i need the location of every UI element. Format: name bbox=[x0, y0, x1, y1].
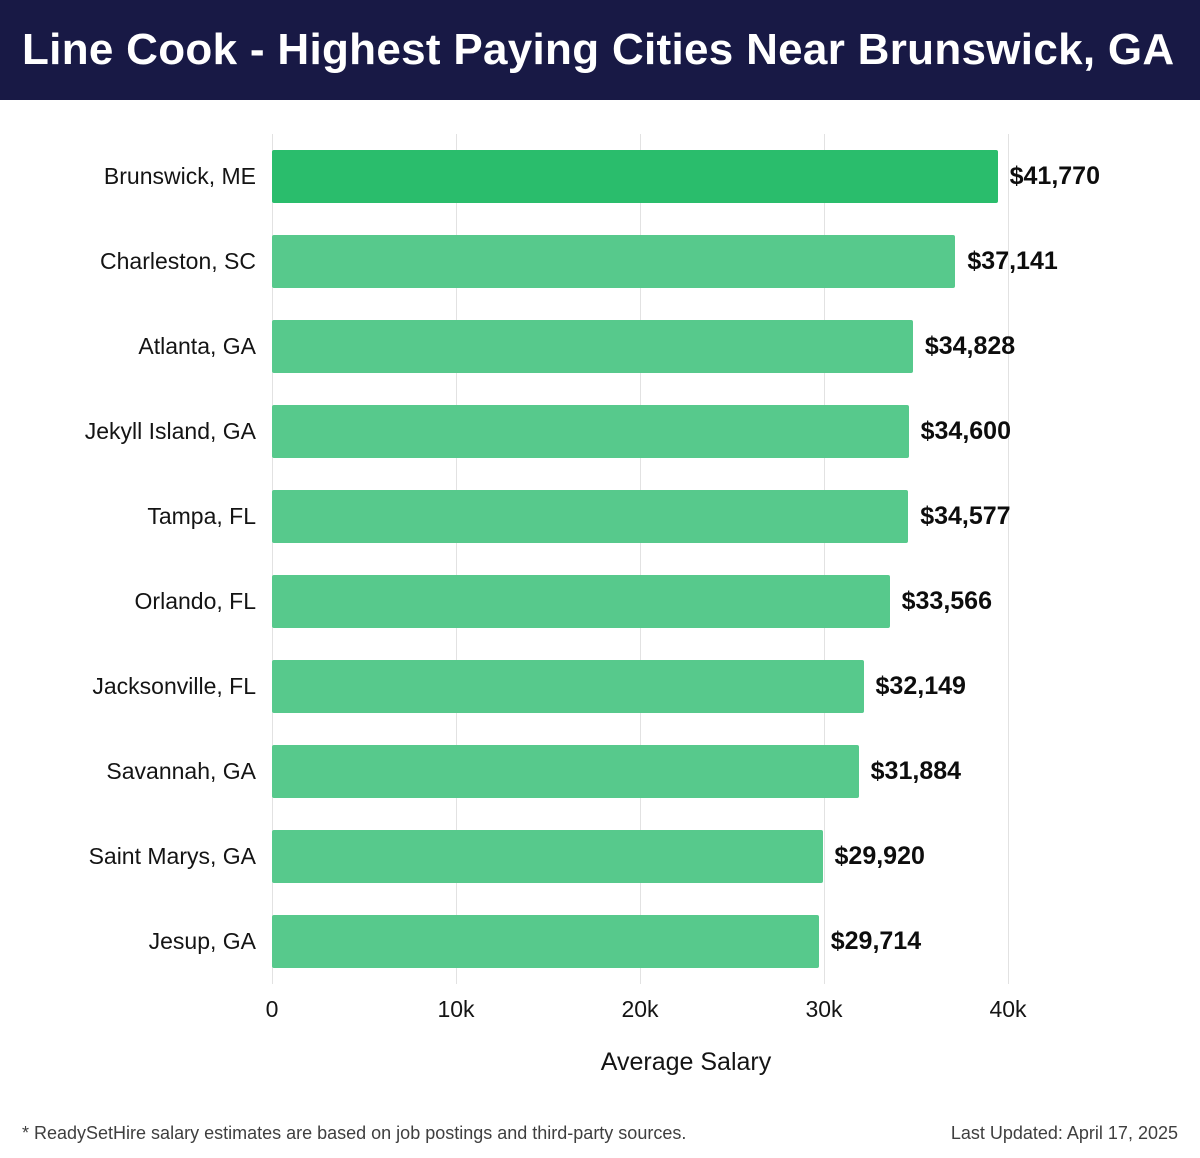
source-note: * ReadySetHire salary estimates are base… bbox=[22, 1123, 687, 1143]
bar-value-label: $31,884 bbox=[870, 757, 962, 785]
footer: * ReadySetHire salary estimates are base… bbox=[0, 1123, 1200, 1144]
grid-layer bbox=[272, 134, 1100, 984]
page-title: Line Cook - Highest Paying Cities Near B… bbox=[22, 25, 1175, 74]
bar bbox=[272, 320, 913, 373]
bar-track: $34,577 bbox=[272, 490, 1100, 543]
bar bbox=[272, 490, 909, 543]
gridline bbox=[823, 134, 825, 984]
x-tick-label: 10k bbox=[437, 996, 475, 1022]
bar-track: $32,149 bbox=[272, 660, 1100, 713]
chart-row: Jesup, GA $29,714 bbox=[0, 899, 1200, 984]
x-tick-label: 20k bbox=[621, 996, 659, 1022]
bar-track: $37,141 bbox=[272, 235, 1100, 288]
category-label: Jesup, GA bbox=[148, 928, 256, 954]
chart-row: Charleston, SC $37,141 bbox=[0, 219, 1200, 304]
bar-value-label: $37,141 bbox=[967, 247, 1058, 275]
bar-value-label: $29,714 bbox=[830, 927, 922, 955]
bar bbox=[272, 405, 909, 458]
gridline bbox=[272, 134, 273, 984]
bar-value-label: $34,577 bbox=[920, 502, 1011, 530]
bar-value-label: $34,828 bbox=[924, 332, 1016, 360]
gridline bbox=[640, 134, 641, 984]
chart-row: Savannah, GA $31,884 bbox=[0, 729, 1200, 814]
bar bbox=[272, 830, 823, 883]
bar-value-label: $29,920 bbox=[834, 842, 925, 870]
bar-value-label: $32,149 bbox=[875, 672, 966, 700]
category-label: Brunswick, ME bbox=[103, 163, 256, 189]
x-tick-label: 0 bbox=[265, 996, 279, 1022]
bar-track: $34,828 bbox=[272, 320, 1100, 373]
bar-track: $29,714 bbox=[272, 915, 1100, 968]
gridline bbox=[1008, 134, 1009, 984]
category-label: Atlanta, GA bbox=[138, 333, 256, 359]
bar-track: $31,884 bbox=[272, 745, 1100, 798]
bar bbox=[272, 915, 819, 968]
x-tick-label: 40k bbox=[989, 996, 1027, 1022]
bar-track: $34,600 bbox=[272, 405, 1100, 458]
bar bbox=[272, 660, 864, 713]
category-label: Jekyll Island, GA bbox=[84, 418, 256, 444]
category-label: Saint Marys, GA bbox=[88, 843, 256, 869]
chart-row: Tampa, FL $34,577 bbox=[0, 474, 1200, 559]
category-label: Charleston, SC bbox=[100, 248, 256, 274]
bar-value-label: $41,770 bbox=[1009, 162, 1100, 190]
chart-row: Saint Marys, GA $29,920 bbox=[0, 814, 1200, 899]
x-tick-label: 30k bbox=[805, 996, 843, 1022]
bar-value-label: $34,600 bbox=[920, 417, 1011, 445]
bar bbox=[272, 745, 859, 798]
x-axis: 0 10k 20k 30k 40k bbox=[266, 984, 1100, 1024]
bar bbox=[272, 235, 956, 288]
chart-row: Jekyll Island, GA $34,600 bbox=[0, 389, 1200, 474]
gridline bbox=[456, 134, 457, 984]
bar bbox=[272, 575, 890, 628]
plot-area: Brunswick, ME $41,770 Charleston, SC $37,14… bbox=[0, 134, 1200, 984]
category-label: Jacksonville, FL bbox=[92, 673, 256, 699]
chart-row: Atlanta, GA $34,828 bbox=[0, 304, 1200, 389]
bar-chart: Brunswick, ME $41,770 Charleston, SC $37,14… bbox=[0, 134, 1200, 1077]
chart-row: Brunswick, ME $41,770 bbox=[0, 134, 1200, 219]
last-updated: Last Updated: April 17, 2025 bbox=[950, 1123, 1178, 1143]
bar-track: $33,566 bbox=[272, 575, 1100, 628]
chart-row: Jacksonville, FL $32,149 bbox=[0, 644, 1200, 729]
bar-track: $41,770 bbox=[272, 150, 1100, 203]
chart-title-bar: Line Cook - Highest Paying Cities Near B… bbox=[0, 0, 1200, 100]
bar bbox=[272, 150, 998, 203]
category-label: Savannah, GA bbox=[106, 758, 256, 784]
chart-row: Orlando, FL $33,566 bbox=[0, 559, 1200, 644]
bar-track: $29,920 bbox=[272, 830, 1100, 883]
category-label: Orlando, FL bbox=[134, 588, 256, 614]
bar-value-label: $33,566 bbox=[901, 587, 992, 615]
x-axis-title: Average Salary bbox=[600, 1048, 772, 1076]
category-label: Tampa, FL bbox=[147, 503, 256, 529]
